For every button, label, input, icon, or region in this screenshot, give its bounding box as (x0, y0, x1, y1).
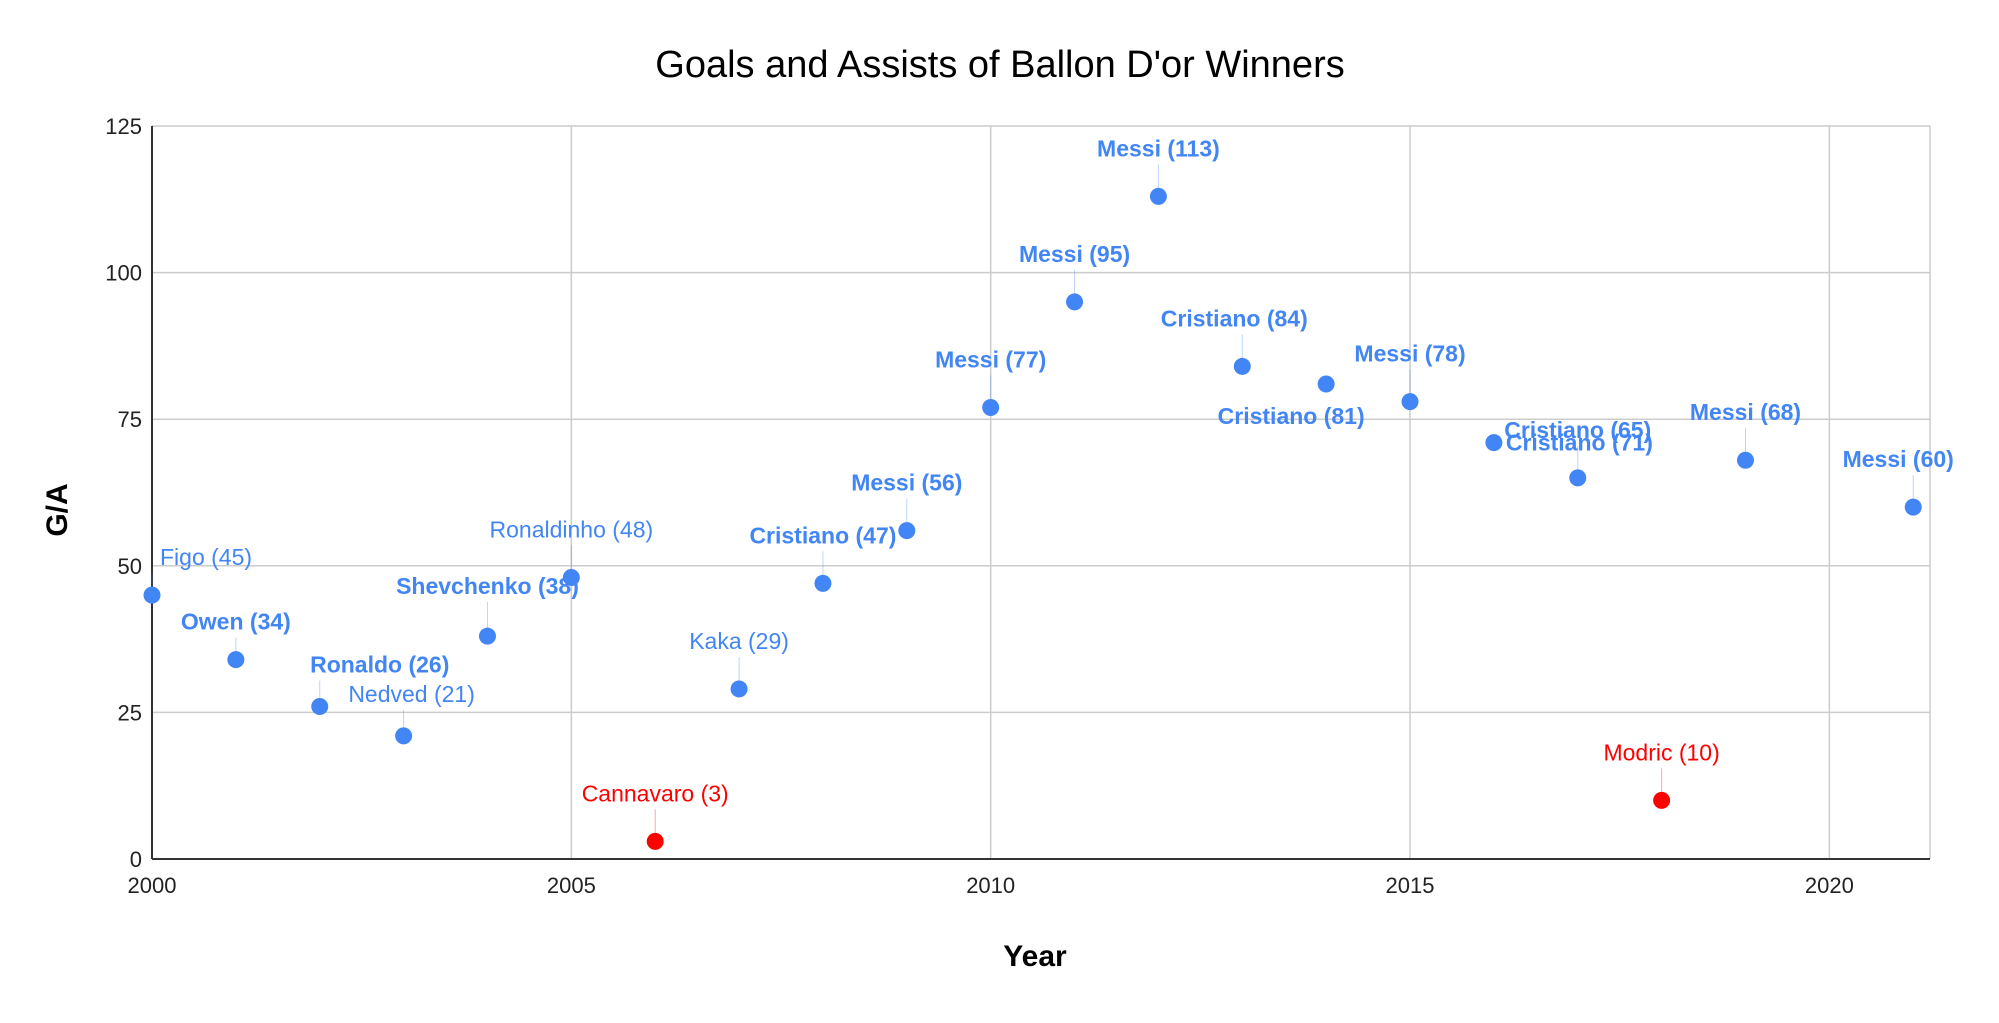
data-point (227, 651, 245, 669)
data-point (1149, 187, 1167, 205)
data-label: Cristiano (81) (1218, 403, 1365, 429)
data-point (1066, 293, 1084, 311)
data-label: Cannavaro (3) (582, 780, 729, 806)
data-label: Shevchenko (38) (396, 573, 579, 599)
data-point (730, 680, 748, 698)
data-point (1485, 434, 1503, 452)
data-point (898, 522, 916, 540)
data-point (1317, 375, 1335, 393)
data-label: Ronaldo (26) (310, 652, 449, 678)
data-point (1569, 469, 1587, 487)
x-axis-title: Year (1003, 940, 1067, 973)
y-tick-label: 75 (118, 407, 142, 432)
data-label: Nedved (21) (348, 681, 475, 707)
x-tick-label: 2020 (1805, 873, 1854, 898)
data-label: Messi (78) (1354, 341, 1465, 367)
axes: 0 25 50 75 100 125 2000 2005 2010 2015 2020 (105, 114, 1930, 898)
data-point (1904, 498, 1922, 516)
data-label: Cristiano (47) (749, 522, 896, 548)
data-point (646, 832, 664, 850)
data-label: Cristiano (71) (1506, 430, 1653, 456)
y-tick-label: 125 (105, 114, 142, 139)
data-point (478, 627, 496, 645)
y-tick-label: 100 (105, 261, 142, 286)
data-point (982, 398, 1000, 416)
data-label: Messi (60) (1843, 446, 1954, 472)
data-point (1653, 791, 1671, 809)
data-label: Figo (45) (160, 544, 252, 570)
data-label: Kaka (29) (689, 628, 789, 654)
data-point (562, 569, 580, 587)
data-points (143, 187, 1922, 850)
y-tick-label: 25 (118, 700, 142, 725)
data-labels: Figo (45) Owen (34) Ronaldo (26) Nedved (21… (151, 135, 1954, 834)
data-label: Messi (77) (935, 346, 1046, 372)
data-point (814, 574, 832, 592)
data-label: Messi (56) (851, 470, 962, 496)
y-tick-label: 50 (118, 554, 142, 579)
data-label: Messi (95) (1019, 241, 1130, 267)
data-label: Modric (10) (1603, 739, 1719, 765)
data-label: Cristiano (84) (1161, 305, 1308, 331)
x-tick-label: 2015 (1386, 873, 1435, 898)
chart-title: Goals and Assists of Ballon D'or Winners (655, 44, 1345, 86)
data-label: Owen (34) (181, 609, 291, 635)
y-tick-label: 0 (130, 847, 142, 872)
data-point (1233, 357, 1251, 375)
data-point (395, 727, 413, 745)
data-label: Messi (113) (1097, 135, 1220, 161)
data-point (311, 698, 329, 716)
data-point (143, 586, 161, 604)
x-tick-label: 2005 (547, 873, 596, 898)
data-point (1736, 451, 1754, 469)
data-label: Ronaldinho (48) (490, 517, 654, 543)
data-label: Messi (68) (1690, 399, 1801, 425)
x-tick-label: 2000 (128, 873, 177, 898)
data-label: Cristiano (65) (1504, 417, 1651, 443)
data-point (1401, 393, 1419, 411)
x-tick-label: 2010 (966, 873, 1015, 898)
